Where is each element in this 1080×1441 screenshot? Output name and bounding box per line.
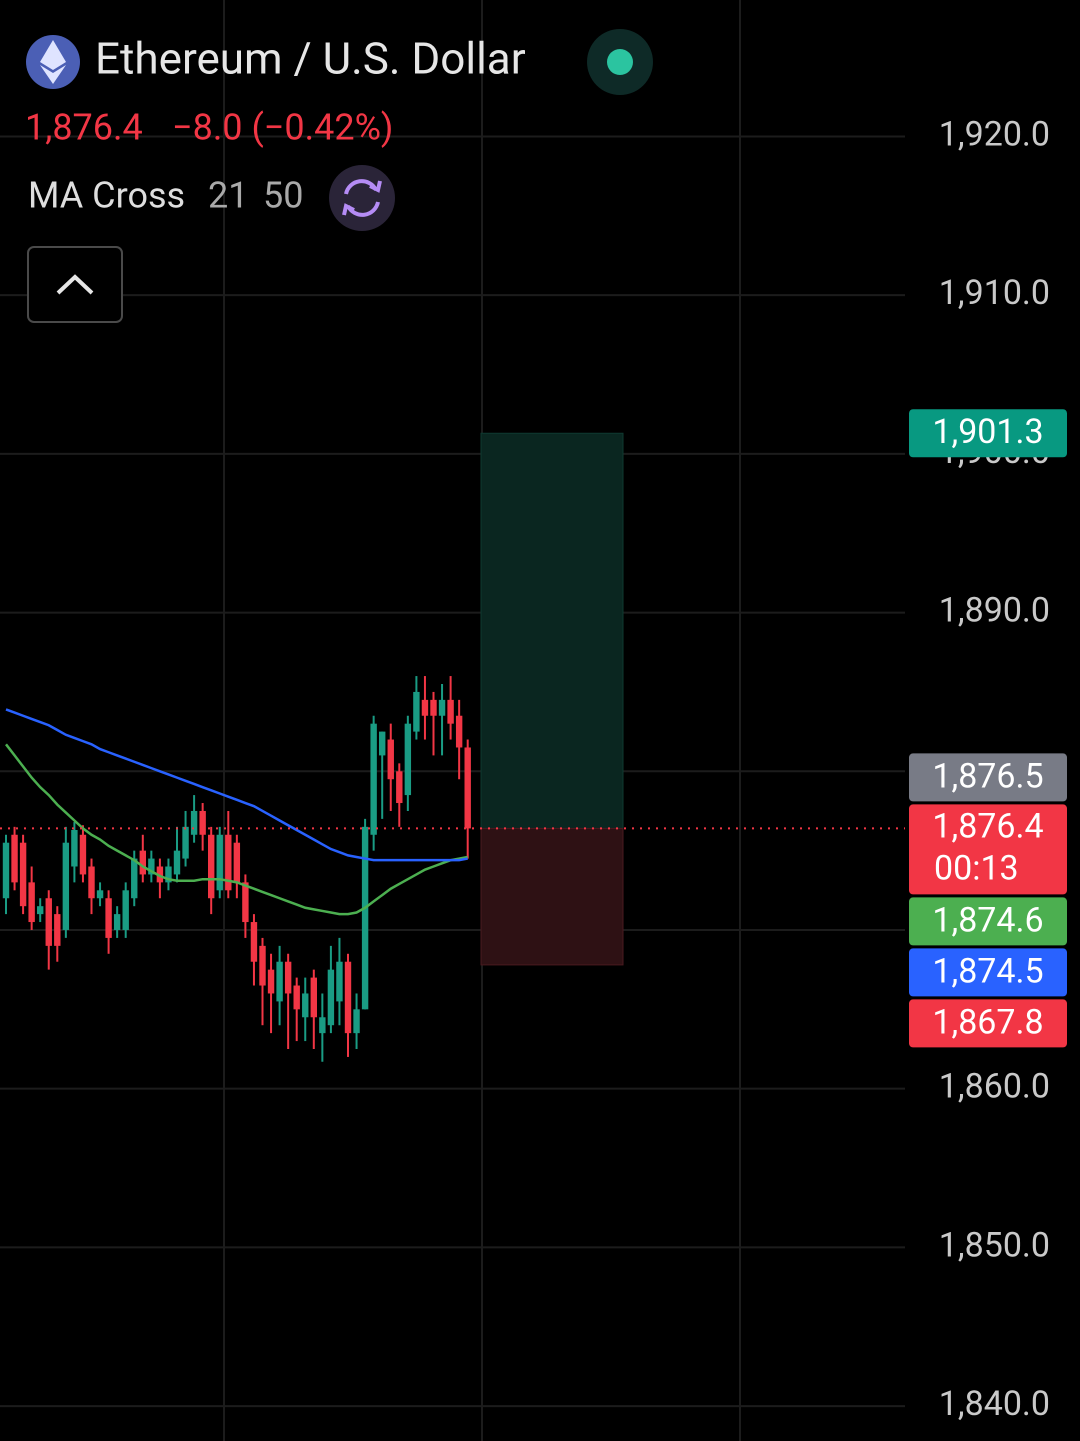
- candle-body: [430, 699, 437, 716]
- candle-body: [165, 866, 172, 883]
- candle-body: [276, 961, 283, 1002]
- candle-body: [319, 1017, 326, 1034]
- candle-body: [302, 993, 309, 1018]
- indicator-name: MA Cross: [28, 175, 185, 217]
- eth-glyph: [40, 40, 66, 84]
- candle-body: [361, 826, 369, 1010]
- candle-body: [284, 961, 292, 994]
- indicator-param: 50: [263, 175, 303, 217]
- candle-body: [327, 969, 335, 1026]
- candle-body: [379, 731, 386, 756]
- candle-body: [173, 850, 181, 875]
- symbol-title: Ethereum / U.S. Dollar: [95, 33, 526, 85]
- candle-body: [404, 723, 412, 796]
- refresh-arrows: [342, 180, 382, 216]
- candle-body: [336, 961, 343, 1002]
- header-change: −8.0 (−0.42%): [172, 107, 393, 149]
- candle-body: [62, 842, 70, 930]
- candle-body: [259, 945, 266, 986]
- candle-body: [122, 890, 129, 930]
- candle-body: [250, 922, 258, 962]
- chevron-up: [56, 274, 94, 295]
- candle-body: [464, 747, 471, 829]
- moving-average-line: [5, 708, 468, 862]
- candle-body: [190, 810, 198, 835]
- candle-body: [28, 882, 35, 923]
- candle-body: [96, 890, 104, 899]
- indicator-button[interactable]: [329, 165, 395, 231]
- market-status-dot: [607, 49, 633, 75]
- collapse-button[interactable]: [27, 246, 123, 323]
- position-target-zone: [480, 432, 624, 829]
- position-stop-zone: [480, 827, 624, 966]
- header-price: 1,876.4: [25, 107, 143, 149]
- plot-area: [0, 135, 905, 1408]
- candle-body: [310, 977, 317, 1018]
- candle-body: [37, 906, 44, 915]
- price-badge-label: 1,874.5: [932, 951, 1043, 991]
- candle-body: [148, 858, 155, 875]
- candle-body: [19, 842, 27, 907]
- candle-body: [182, 826, 189, 859]
- indicator-param: 21: [208, 175, 248, 217]
- price-badge: [909, 753, 1067, 802]
- candle-body: [293, 985, 300, 1010]
- price-badge: [909, 999, 1067, 1048]
- candle-body: [225, 834, 232, 891]
- candle-body: [11, 834, 18, 883]
- candle-body: [216, 834, 223, 891]
- price-badge-label: 1,876.5: [932, 756, 1043, 796]
- price-badge-label: 1,867.8: [932, 1002, 1043, 1042]
- moving-average-line: [5, 743, 468, 916]
- candle-body: [105, 898, 112, 938]
- candle-body: [233, 842, 241, 883]
- candle-body: [413, 691, 420, 732]
- candle-body: [447, 699, 454, 724]
- candle-body: [353, 1009, 360, 1034]
- y-tick-label: 1,850.0: [939, 1225, 1050, 1265]
- candle-body: [421, 699, 429, 716]
- y-tick-label: 1,910.0: [939, 273, 1050, 313]
- candle-body: [54, 914, 61, 946]
- price-badge-label: 1,874.6: [932, 900, 1043, 940]
- candle-body: [2, 842, 10, 899]
- y-tick-label: 1,890.0: [939, 591, 1050, 631]
- header: Ethereum / U.S. Dollar 1,876.4 −8.0 (−0.…: [25, 29, 653, 323]
- y-tick-label: 1,840.0: [939, 1384, 1050, 1424]
- candle-body: [79, 834, 87, 875]
- y-tick-label: 1,920.0: [939, 114, 1050, 154]
- candle-body: [242, 882, 249, 923]
- candle-body: [88, 866, 95, 899]
- candle-body: [113, 914, 121, 930]
- candle-body: [370, 723, 377, 835]
- candle-body: [208, 834, 215, 899]
- price-badge: [909, 897, 1067, 946]
- y-tick-label: 1,860.0: [939, 1067, 1050, 1107]
- candle-body: [455, 715, 463, 748]
- candle-body: [45, 898, 52, 946]
- candle-body: [199, 810, 206, 835]
- candle-body: [131, 858, 138, 899]
- candle-body: [387, 739, 394, 780]
- last-price-badge: [909, 804, 1067, 895]
- candle-body: [267, 969, 275, 994]
- countdown-label: 00:13: [934, 848, 1019, 888]
- price-badges: 1,876.400:13 1,901.3 1,876.5 1,874.6 1,874.5…: [909, 409, 1067, 1048]
- price-badge: [909, 948, 1067, 997]
- candle-body: [396, 771, 403, 804]
- candle-body: [156, 866, 164, 883]
- last-price-label: 1,876.4: [932, 806, 1043, 846]
- candle-body: [438, 699, 446, 716]
- candle-body: [139, 850, 146, 875]
- price-badge: [909, 409, 1067, 458]
- candle-body: [71, 830, 78, 867]
- candle-body: [344, 961, 352, 1034]
- price-badge-label: 1,901.3: [932, 412, 1043, 452]
